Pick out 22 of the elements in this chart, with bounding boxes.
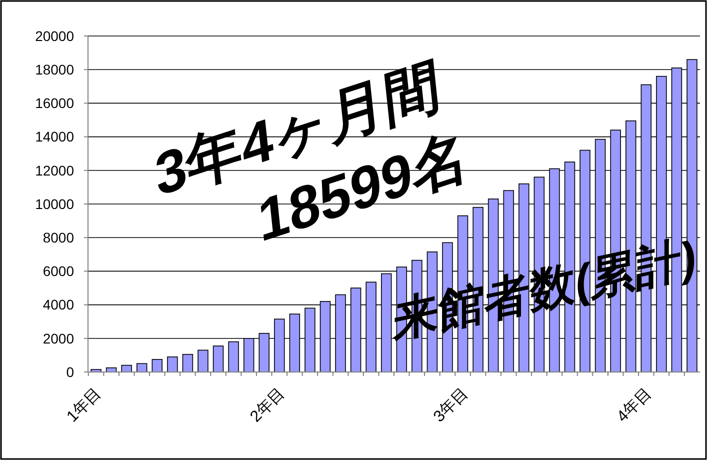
bar [167,356,178,372]
bar [228,341,239,372]
x-tick-label: 1年目 [64,384,105,426]
y-tick-label: 10000 [35,196,74,212]
y-tick-label: 16000 [35,95,74,112]
y-tick-label: 0 [66,364,74,380]
y-tick-label: 20000 [35,28,74,44]
y-tick-label: 14000 [35,128,74,145]
x-tick-label: 2年目 [247,384,288,426]
bar [198,350,208,372]
y-tick-label: 4000 [42,296,74,313]
bar [152,359,163,372]
y-tick-label: 6000 [42,263,74,280]
y-tick-label: 12000 [35,162,74,178]
bar [182,354,194,372]
y-tick-label: 8000 [42,230,74,246]
bar [212,346,224,372]
bar [136,363,148,372]
y-tick-label: 18000 [35,62,74,78]
x-tick-label: 4年目 [614,384,655,426]
y-tick-label: 2000 [42,330,74,346]
x-tick-label: 3年目 [430,384,472,426]
